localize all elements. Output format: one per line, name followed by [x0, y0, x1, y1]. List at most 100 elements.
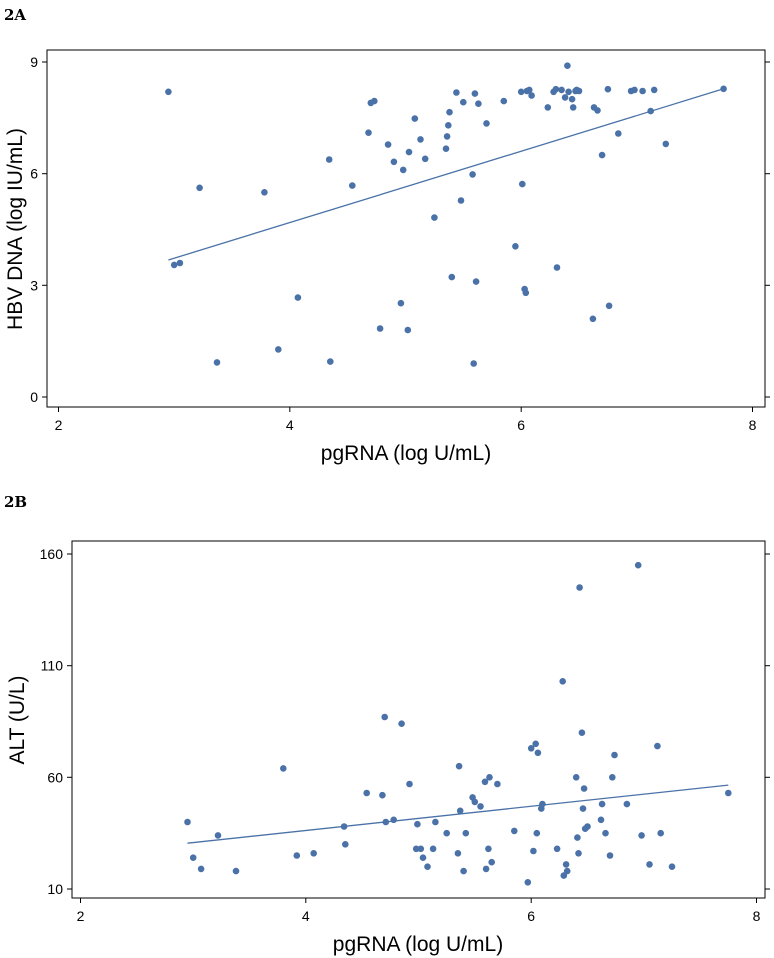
data-point	[578, 729, 586, 736]
data-point	[598, 151, 606, 159]
data-point	[460, 867, 467, 875]
data-point	[574, 834, 581, 841]
x-tick-label-2b: 6	[527, 908, 535, 924]
data-point	[232, 867, 240, 875]
data-point	[560, 872, 568, 879]
data-point	[605, 302, 613, 310]
data-point	[580, 785, 588, 792]
data-point	[539, 800, 546, 808]
data-point	[562, 861, 570, 868]
data-point	[609, 774, 616, 781]
data-point	[424, 863, 431, 870]
data-point	[446, 108, 453, 116]
data-point	[432, 818, 439, 826]
data-point	[412, 845, 420, 853]
data-point	[594, 107, 601, 114]
data-point	[325, 156, 333, 163]
data-point	[553, 845, 561, 853]
plot-frame-2b	[71, 540, 766, 899]
data-point	[327, 358, 334, 365]
x-tick-label-2b: 8	[753, 908, 761, 924]
data-point	[419, 854, 427, 861]
data-point	[176, 259, 184, 267]
x-tick-label-2b: 4	[302, 908, 310, 924]
y-tick-label-2a: 6	[30, 166, 38, 182]
data-point	[470, 360, 478, 367]
data-point	[511, 827, 518, 835]
data-point	[572, 774, 580, 781]
data-point	[397, 299, 405, 307]
data-point	[448, 273, 456, 281]
data-point	[475, 100, 482, 107]
data-point	[533, 829, 541, 837]
data-point	[575, 87, 583, 95]
data-point	[561, 94, 569, 101]
data-point	[564, 62, 571, 69]
data-point	[280, 765, 287, 772]
y-tick-label-2b: 160	[40, 546, 64, 562]
data-point	[638, 832, 645, 839]
data-point	[429, 845, 437, 853]
data-point	[598, 800, 606, 808]
y-tick-label-2b: 10	[47, 881, 63, 897]
y-tick-label-2b: 60	[47, 769, 63, 785]
data-point	[519, 180, 526, 188]
data-point	[165, 88, 172, 96]
data-point	[442, 145, 450, 152]
data-point	[363, 789, 371, 797]
data-point	[365, 129, 372, 136]
data-point	[170, 261, 178, 269]
data-point	[196, 184, 203, 192]
data-point	[668, 863, 676, 870]
panel-label-2b: 2B	[4, 493, 27, 511]
data-point	[500, 97, 508, 105]
data-point	[512, 243, 519, 250]
y-tick-label-2a: 9	[30, 54, 38, 70]
plot-frame-2a	[46, 49, 766, 408]
data-point	[417, 845, 425, 853]
data-point	[471, 90, 479, 97]
x-tick-label-2a: 4	[286, 417, 294, 433]
data-point	[485, 845, 492, 853]
data-point	[534, 749, 542, 757]
data-point	[589, 315, 597, 323]
data-point	[654, 742, 661, 750]
data-point	[631, 86, 638, 94]
data-point	[559, 678, 566, 685]
y-axis-title-2b: ALT (U/L)	[6, 675, 29, 764]
data-point	[379, 791, 386, 799]
data-point	[494, 780, 501, 788]
fit-line	[187, 784, 729, 844]
data-point	[527, 745, 535, 752]
data-point	[214, 832, 222, 839]
data-point	[398, 720, 405, 727]
data-point	[544, 104, 552, 111]
data-point	[472, 278, 480, 285]
data-point	[371, 97, 378, 105]
data-point	[390, 816, 398, 824]
data-point	[261, 189, 268, 196]
y-tick-label-2b: 110	[41, 658, 64, 674]
data-point	[553, 264, 561, 271]
data-point	[615, 130, 622, 137]
data-point	[457, 197, 465, 204]
data-point	[532, 740, 539, 748]
x-tick-label-2b: 2	[77, 908, 85, 924]
data-point	[565, 88, 572, 96]
data-point	[384, 141, 392, 148]
data-point	[477, 803, 484, 810]
data-point	[528, 92, 535, 99]
data-point	[558, 86, 565, 94]
data-point	[552, 85, 560, 93]
data-point	[445, 122, 452, 129]
data-point	[483, 120, 490, 127]
data-point	[411, 115, 419, 122]
data-point	[486, 774, 493, 781]
data-point	[293, 852, 301, 859]
data-point	[569, 104, 577, 111]
data-point	[414, 820, 421, 828]
data-point	[469, 171, 476, 178]
data-point	[342, 841, 349, 848]
fit-line	[168, 88, 724, 261]
data-point	[189, 854, 197, 861]
